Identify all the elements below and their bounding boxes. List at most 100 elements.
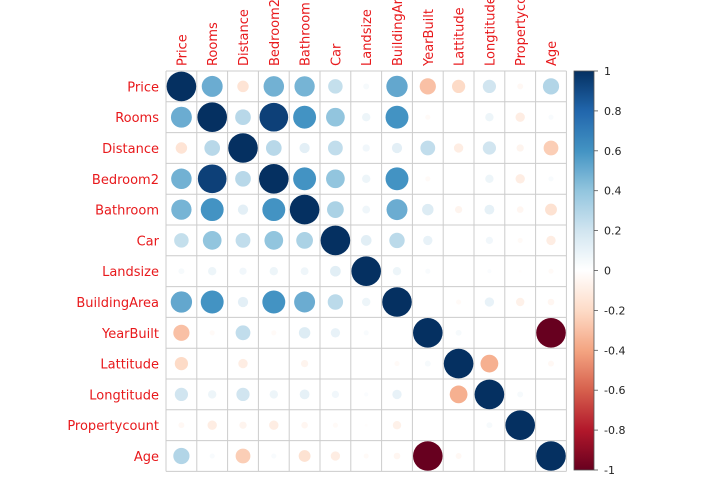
correlation-circle-Price-Lattitude: [451, 79, 466, 94]
colorbar-tick-label: -0.4: [604, 344, 625, 357]
correlation-circle-BuildingArea-Longtitude: [484, 297, 495, 307]
correlation-circle-Distance-Longtitude: [482, 141, 497, 155]
row-labels: Price Rooms Distance Bedroom2 Bathroom Car Lan…: [67, 80, 159, 465]
correlation-circle-Age-Lattitude: [455, 453, 462, 459]
correlation-circle-Landsize-Rooms: [208, 267, 217, 276]
correlation-circle-Lattitude-Lattitude: [443, 348, 474, 379]
correlation-circle-Distance-Landsize: [362, 144, 370, 152]
correlation-circle-Propertycount-Price: [178, 422, 185, 429]
correlation-circle-Lattitude-Price: [174, 356, 189, 371]
column-labels: Price Rooms Distance Bedroom2 Bathroom Car Lan…: [175, 0, 560, 67]
correlation-circle-Bedroom2-BuildingArea: [385, 167, 409, 191]
correlation-circle-Landsize-YearBuilt: [425, 268, 431, 274]
correlation-circle-Age-Car: [330, 451, 341, 461]
correlation-circle-Distance-Distance: [228, 133, 258, 163]
correlation-circle-Bedroom2-Distance: [235, 170, 251, 187]
correlation-circle-Car-BuildingArea: [389, 232, 405, 249]
correlation-circle-Rooms-Distance: [235, 109, 251, 126]
correlation-circle-YearBuilt-Lattitude: [455, 329, 462, 336]
row-label-BuildingArea: BuildingArea: [76, 296, 159, 311]
correlation-circle-Rooms-Price: [170, 106, 192, 128]
correlation-circle-Car-Bathroom: [296, 232, 313, 249]
column-label-YearBuilt: YearBuilt: [422, 9, 437, 67]
correlation-circle-Propertycount-Landsize: [364, 423, 368, 427]
correlation-circle-Price-Propertycount: [517, 83, 524, 90]
correlation-circle-Rooms-Longtitude: [485, 113, 494, 122]
correlation-circle-Longtitude-Lattitude: [449, 385, 468, 404]
column-label-Age: Age: [545, 41, 560, 66]
correlation-circle-YearBuilt-YearBuilt: [413, 318, 443, 348]
correlation-circle-Longtitude-Bedroom2: [269, 390, 278, 399]
correlation-circle-Age-Landsize: [363, 453, 369, 459]
correlation-circle-YearBuilt-Distance: [235, 325, 251, 341]
correlation-circle-Propertycount-Longtitude: [486, 422, 493, 429]
correlation-circle-Lattitude-Bathroom: [300, 359, 309, 368]
correlation-circle-Landsize-Propertycount: [518, 269, 522, 273]
colorbar-tick-label: 0.4: [604, 185, 622, 198]
column-label-Car: Car: [329, 43, 344, 66]
correlation-circle-Bathroom-Landsize: [362, 205, 371, 214]
correlation-circle-Landsize-Longtitude: [487, 269, 492, 274]
row-label-Car: Car: [137, 234, 160, 249]
correlation-circle-Age-Bathroom: [298, 450, 311, 462]
correlation-circle-Distance-Propertycount: [516, 144, 524, 152]
correlation-circle-Propertycount-Bathroom: [301, 421, 308, 429]
correlation-circle-BuildingArea-Age: [547, 298, 555, 306]
correlation-circle-Age-BuildingArea: [393, 452, 401, 460]
correlation-circle-Bedroom2-Car: [326, 169, 345, 189]
colorbar-tick-label: 0.2: [604, 225, 622, 238]
correlation-circle-Bathroom-Bedroom2: [262, 198, 286, 222]
correlation-circle-Landsize-Bedroom2: [269, 267, 278, 276]
colorbar-tick-label: 1: [604, 65, 611, 78]
correlation-circle-Car-Distance: [235, 233, 251, 248]
correlation-circles: [166, 71, 566, 471]
correlation-circle-Price-Bedroom2: [263, 76, 285, 97]
correlation-circle-Propertycount-Distance: [239, 421, 247, 429]
correlation-circle-Distance-Bedroom2: [265, 140, 282, 156]
correlation-circle-Age-Distance: [235, 448, 251, 464]
correlation-circle-Rooms-BuildingArea: [385, 105, 409, 129]
correlation-circle-Bathroom-Bathroom: [289, 194, 320, 225]
correlation-circle-Distance-Age: [543, 140, 559, 156]
column-label-Bedroom2: Bedroom2: [268, 0, 283, 66]
correlation-circle-Car-Propertycount: [517, 237, 523, 243]
correlation-circle-Age-Price: [173, 447, 190, 465]
correlation-circle-Bedroom2-Price: [171, 168, 192, 190]
correlation-circle-Distance-Car: [328, 140, 343, 156]
correlation-circle-BuildingArea-Distance: [237, 296, 249, 308]
correlation-circle-Car-Rooms: [202, 231, 222, 250]
correlation-circle-Car-Car: [320, 225, 351, 256]
row-label-Lattitude: Lattitude: [100, 358, 159, 373]
correlation-circle-Car-Longtitude: [485, 236, 494, 245]
row-label-Bathroom: Bathroom: [95, 204, 159, 219]
colorbar-gradient: [573, 70, 595, 471]
correlation-circle-Propertycount-BuildingArea: [392, 421, 402, 430]
correlation-circle-Landsize-BuildingArea: [392, 267, 402, 276]
correlation-circle-BuildingArea-Propertycount: [516, 297, 525, 307]
correlation-circle-Price-YearBuilt: [419, 78, 436, 95]
correlation-circle-Rooms-Rooms: [197, 102, 227, 132]
column-label-Longtitude: Longtitude: [483, 0, 498, 66]
row-label-Price: Price: [127, 80, 159, 95]
colorbar-tick-label: -0.2: [604, 304, 625, 317]
correlation-circle-BuildingArea-Lattitude: [456, 299, 462, 305]
correlation-circle-Landsize-Bathroom: [300, 267, 309, 276]
correlation-circle-Longtitude-Propertycount: [517, 391, 524, 398]
correlation-circle-Bathroom-Car: [327, 201, 344, 218]
correlation-circle-Longtitude-Bathroom: [299, 389, 310, 400]
correlation-circle-Price-BuildingArea: [386, 75, 408, 98]
correlation-circle-Rooms-Bathroom: [293, 105, 317, 129]
correlation-circle-Lattitude-YearBuilt: [424, 360, 431, 367]
correlation-circle-Age-Rooms: [209, 453, 215, 459]
correlation-circle-Distance-BuildingArea: [391, 142, 403, 154]
correlation-circle-Age-YearBuilt: [413, 441, 443, 471]
correlation-circle-Rooms-Bedroom2: [259, 102, 289, 132]
correlation-circle-Bedroom2-Rooms: [197, 164, 227, 194]
correlation-circle-Landsize-Car: [330, 265, 341, 277]
correlation-circle-Landsize-Age: [548, 268, 554, 274]
correlation-circle-Longtitude-Distance: [236, 387, 250, 402]
row-label-Propertycount: Propertycount: [67, 419, 159, 434]
correlation-circle-Distance-YearBuilt: [420, 140, 436, 156]
correlation-circle-Longtitude-Car: [331, 390, 340, 399]
